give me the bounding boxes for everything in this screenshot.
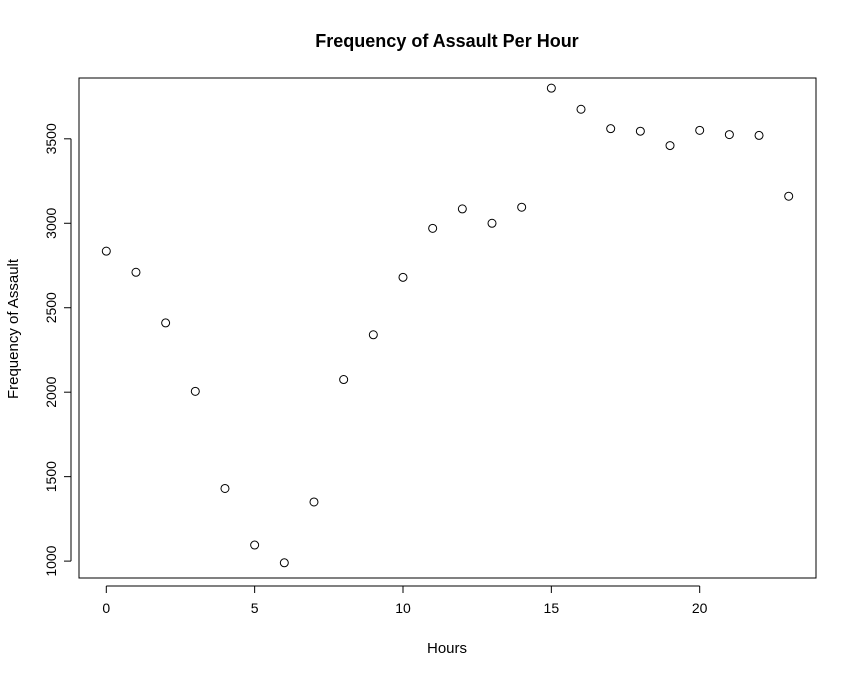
data-point — [576, 104, 586, 114]
data-point — [428, 223, 438, 233]
y-tick-label: 3000 — [43, 207, 59, 238]
plot-frame — [78, 77, 817, 579]
data-point — [250, 540, 260, 550]
data-point — [665, 141, 675, 151]
data-point — [487, 218, 497, 228]
data-points — [101, 83, 794, 568]
data-point — [398, 272, 408, 282]
data-point — [517, 202, 527, 212]
data-point — [279, 558, 289, 568]
data-point — [101, 246, 111, 256]
y-tick-label: 1500 — [43, 461, 59, 492]
chart-title: Frequency of Assault Per Hour — [315, 31, 578, 51]
data-point — [190, 386, 200, 396]
data-point — [724, 130, 734, 140]
y-tick-label: 2000 — [43, 376, 59, 407]
data-point — [161, 318, 171, 328]
data-point — [695, 125, 705, 135]
y-tick-label: 3500 — [43, 123, 59, 154]
x-tick-label: 0 — [102, 600, 110, 616]
x-axis: 0 5 10 15 20 — [102, 585, 708, 616]
data-point — [457, 204, 467, 214]
data-point — [635, 126, 645, 136]
data-point — [220, 483, 230, 493]
x-tick-label: 15 — [544, 600, 560, 616]
data-point — [546, 83, 556, 93]
y-tick-label: 1000 — [43, 545, 59, 576]
data-point — [339, 375, 349, 385]
data-point — [754, 130, 764, 140]
x-axis-label: Hours — [427, 640, 467, 657]
y-axis: 1000 1500 2000 2500 3000 3500 — [43, 123, 72, 577]
y-tick-label: 2500 — [43, 292, 59, 323]
data-point — [784, 191, 794, 201]
data-point — [606, 124, 616, 134]
data-point — [131, 267, 141, 277]
x-tick-label: 20 — [692, 600, 708, 616]
y-axis-label: Frequency of Assault — [5, 258, 22, 399]
data-point — [368, 330, 378, 340]
x-tick-label: 10 — [395, 600, 411, 616]
x-tick-label: 5 — [251, 600, 259, 616]
data-point — [309, 497, 319, 507]
